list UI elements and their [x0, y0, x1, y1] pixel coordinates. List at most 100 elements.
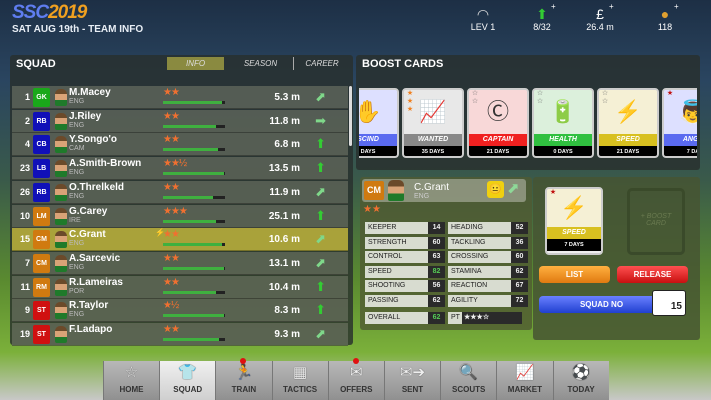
player-row[interactable]: 2 RB J.Riley ENG ★★ 11.8 m ➡	[12, 109, 348, 133]
avatar	[55, 112, 67, 130]
neutral-face-icon: 😐	[487, 181, 504, 198]
attr-keeper: KEEPER 14	[365, 222, 445, 234]
nav-sent[interactable]: ✉➔ SENT	[384, 361, 440, 400]
attr-value: 63	[428, 251, 445, 263]
star-rating: ★★	[163, 252, 180, 264]
angel-icon: 👼	[679, 99, 697, 124]
avatar	[55, 160, 67, 178]
attr-value: 60	[428, 236, 445, 249]
tab-season[interactable]: SEASON	[243, 59, 278, 68]
player-name: M.Macey	[69, 87, 111, 98]
nav-scouts[interactable]: 🔍 SCOUTS	[440, 361, 496, 400]
position-badge: LM	[33, 206, 50, 226]
avatar	[55, 302, 67, 320]
fitness-bar	[163, 124, 225, 128]
attr-value: 72	[511, 294, 528, 307]
release-button[interactable]: RELEASE	[617, 266, 688, 283]
boost-cards-title: BOOST CARDS	[362, 58, 444, 70]
trend-up-icon: ⬆	[315, 207, 326, 223]
stat-value: 26.4 m	[586, 22, 614, 32]
boost-card[interactable]: ☆ ☆ 🔋 HEALTH 0 DAYS	[532, 88, 594, 158]
stat-2[interactable]: £ +26.4 m	[575, 2, 625, 32]
nav-market[interactable]: 📈 MARKET	[496, 361, 552, 400]
stat-3[interactable]: ● +118	[640, 2, 690, 32]
card-stars: ☆ ☆	[601, 90, 609, 105]
player-row[interactable]: 1 GK M.Macey ENG ★★ 5.3 m ⬈	[12, 86, 348, 109]
stat-1[interactable]: ⬆ +8/32	[517, 2, 567, 32]
tab-info[interactable]: INFO	[167, 57, 224, 70]
attr-strength: STRENGTH 60	[365, 236, 445, 249]
position-badge: CB	[33, 135, 50, 155]
nav-squad[interactable]: 👕 SQUAD	[159, 361, 216, 400]
player-row[interactable]: 7 CM A.Sarcevic ENG ★★ 13.1 m ⬈	[12, 251, 348, 275]
avatar	[55, 254, 67, 272]
attr-label: AGILITY	[451, 296, 478, 304]
boost-card[interactable]: ☆ ☆ Ⓒ CAPTAIN 21 DAYS	[467, 88, 529, 158]
attr-value: 82	[428, 265, 445, 278]
player-nationality: ENG	[69, 121, 85, 129]
fitness-bar	[163, 266, 225, 270]
trend-up-right-icon: ⬈	[315, 326, 326, 341]
avatar	[55, 326, 67, 343]
add-boost-card-slot[interactable]: + BOOST CARD	[627, 188, 685, 255]
player-row[interactable]: 9 ST R.Taylor ENG ★½ 8.3 m ⬆	[12, 299, 348, 323]
stat-value: LEV 1	[470, 22, 496, 32]
nav-offers[interactable]: ✉ OFFERS	[327, 358, 384, 400]
player-value: 11.8 m	[269, 115, 300, 127]
tab-career[interactable]: CAREER	[293, 57, 350, 70]
list-button[interactable]: LIST	[539, 266, 610, 283]
boost-card[interactable]: ☆ ☆ ⚡ SPEED 21 DAYS	[597, 88, 659, 158]
card-days: 7 DA	[664, 146, 697, 156]
equipped-speed-card[interactable]: ★ ⚡ SPEED 7 DAYS	[545, 187, 603, 255]
squad-number-button[interactable]: SQUAD NO	[539, 296, 664, 313]
battery-icon: 🔋	[549, 99, 577, 124]
boost-card[interactable]: ★ 👼 ANGE7 DA	[662, 88, 697, 158]
player-row[interactable]: 11 RM R.Lameiras POR ★★ 10.4 m ⬆	[12, 275, 348, 299]
fitness-bar	[163, 195, 225, 199]
card-days: 21 DAYS	[469, 146, 527, 156]
attr-value: 62	[511, 265, 528, 278]
trend-up-right-icon: ⬈	[315, 89, 326, 104]
nav-train[interactable]: 🏃 TRAIN	[215, 358, 271, 400]
squad-scrollbar[interactable]	[349, 86, 352, 146]
card-label: HEALTH	[534, 134, 592, 146]
nav-home[interactable]: ☆ HOME	[103, 361, 159, 400]
nav-label: TACTICS	[283, 385, 318, 394]
player-name: O.Threlkeld	[69, 181, 125, 193]
player-row[interactable]: 10 LM G.Carey IRE ★★★ 25.1 m ⬆	[12, 204, 348, 228]
player-row[interactable]: 15 CM C.Grant ENG ⚡ ★★ 10.6 m ⬈	[12, 228, 348, 252]
squad-number: 2	[24, 115, 30, 126]
player-row[interactable]: 19 ST F.Ladapo ★★ 9.3 m ⬈	[12, 323, 348, 346]
squad-number: 19	[19, 329, 30, 339]
player-row[interactable]: 23 LB A.Smith-Brown ENG ★★½ 13.5 m ⬆	[12, 157, 348, 181]
attr-label: TACKLING	[451, 238, 486, 246]
avatar	[55, 278, 67, 296]
attr-reaction: REACTION 67	[448, 280, 528, 292]
star-icon: ☆	[124, 364, 139, 381]
player-value: 13.5 m	[268, 163, 300, 175]
avatar	[55, 207, 67, 225]
card-days: 0 DAYS	[534, 146, 592, 156]
attr-value: 52	[511, 222, 528, 234]
nav-label: HOME	[119, 385, 144, 394]
star-rating: ★★★	[163, 205, 188, 217]
attr-label: KEEPER	[368, 224, 397, 231]
nav-tactics[interactable]: ▦ TACTICS	[271, 361, 328, 400]
game-logo: SSC2019	[12, 2, 87, 23]
player-row[interactable]: 4 CB Y.Songo'o CAM ★★ 6.8 m ⬆	[12, 133, 348, 157]
squad-number: 7	[24, 257, 30, 268]
detail-avatar	[388, 180, 404, 201]
boost-card[interactable]: ★ ★ ★ 📈 WANTED 35 DAYS	[402, 88, 464, 158]
trend-up-right-icon: ⬈	[315, 231, 326, 247]
nav-today[interactable]: ⚽ TODAY	[552, 361, 609, 400]
stat-0[interactable]: ◠ LEV 1	[458, 6, 508, 32]
player-row[interactable]: 26 RB O.Threlkeld ENG ★★ 11.9 m ⬈	[12, 180, 348, 204]
position-badge: RB	[33, 182, 50, 202]
shirt-number-icon: 15	[652, 290, 686, 316]
coin-icon: ●	[660, 6, 670, 22]
attr-value: 14	[428, 222, 445, 234]
card-label: CAPTAIN	[469, 134, 527, 146]
overall-rating: OVERALL 62	[365, 312, 445, 324]
